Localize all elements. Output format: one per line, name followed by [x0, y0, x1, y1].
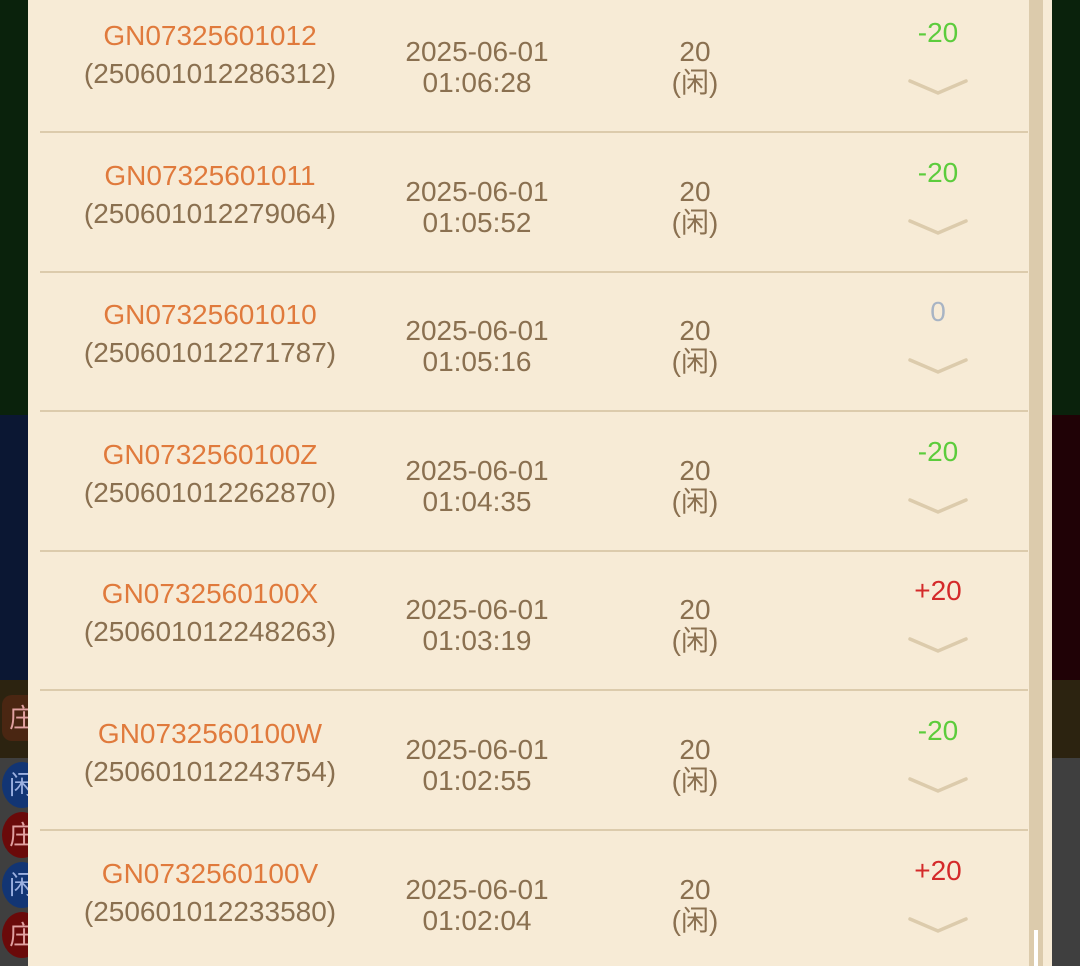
chevron-down-icon[interactable] — [908, 496, 968, 516]
result-amount: +20 — [914, 575, 962, 607]
game-code: GN07325601012 — [103, 20, 317, 51]
order-number: (250601012262870) — [83, 476, 337, 508]
bet-side: (闲) — [671, 625, 719, 657]
chevron-down-icon[interactable] — [908, 635, 968, 655]
record-id-cell: GN0732560100Z (250601012262870) — [40, 439, 380, 509]
order-number: (250601012233580) — [83, 895, 337, 927]
record-date: 2025-06-01 — [405, 36, 549, 67]
record-date: 2025-06-01 — [405, 315, 549, 347]
scrollbar-track[interactable] — [1029, 0, 1043, 966]
order-number: (250601012243754) — [83, 756, 337, 787]
record-time: 01:03:19 — [422, 625, 532, 657]
result-amount: -20 — [917, 156, 959, 188]
bet-amount: 20 — [679, 873, 711, 905]
bet-amount: 20 — [679, 594, 711, 626]
game-code: GN07325601010 — [103, 299, 317, 331]
game-code: GN0732560100Z — [102, 438, 318, 470]
bet-amount: 20 — [679, 175, 711, 207]
bet-record-row[interactable]: GN07325601012 (250601012286312) 2025-06-… — [40, 0, 1028, 133]
game-code: GN0732560100W — [97, 718, 323, 749]
bet-amount: 20 — [679, 315, 711, 347]
bet-amount-cell: 20 (闲) — [640, 874, 750, 936]
bet-history-panel: GN07325601012 (250601012286312) 2025-06-… — [28, 0, 1052, 966]
bet-side: (闲) — [671, 904, 719, 936]
chevron-down-icon[interactable] — [908, 217, 968, 237]
result-amount: -20 — [917, 435, 959, 467]
record-time-cell: 2025-06-01 01:03:19 — [340, 594, 614, 656]
background-middle-right — [1052, 415, 1080, 680]
result-amount: +20 — [914, 854, 962, 886]
record-time-cell: 2025-06-01 01:02:55 — [340, 734, 614, 796]
record-time: 01:06:28 — [422, 67, 532, 98]
order-number: (250601012279064) — [83, 197, 337, 229]
bet-amount-cell: 20 (闲) — [640, 734, 750, 796]
bet-amount: 20 — [679, 36, 711, 67]
record-time: 01:04:35 — [422, 485, 532, 517]
order-number: (250601012271787) — [83, 337, 337, 369]
chevron-down-icon[interactable] — [908, 77, 968, 97]
record-time: 01:05:16 — [422, 346, 532, 378]
record-time-cell: 2025-06-01 01:05:52 — [340, 176, 614, 238]
record-time: 01:02:04 — [422, 904, 532, 936]
bet-side: (闲) — [671, 206, 719, 238]
record-time-cell: 2025-06-01 01:05:16 — [340, 315, 614, 377]
record-time-cell: 2025-06-01 01:02:04 — [340, 874, 614, 936]
scrollbar-thumb[interactable] — [1034, 930, 1038, 966]
order-number: (250601012248263) — [83, 616, 337, 648]
record-date: 2025-06-01 — [405, 454, 549, 486]
bet-side: (闲) — [671, 765, 719, 796]
record-time: 01:05:52 — [422, 206, 532, 238]
record-date: 2025-06-01 — [405, 734, 549, 765]
record-date: 2025-06-01 — [405, 175, 549, 207]
bet-record-row[interactable]: GN0732560100Z (250601012262870) 2025-06-… — [40, 411, 1028, 552]
bet-record-row[interactable]: GN0732560100V (250601012233580) 2025-06-… — [40, 830, 1028, 966]
record-date: 2025-06-01 — [405, 594, 549, 626]
chevron-down-icon[interactable] — [908, 915, 968, 935]
bet-amount-cell: 20 (闲) — [640, 176, 750, 238]
bet-amount-cell: 20 (闲) — [640, 315, 750, 377]
result-amount: -20 — [917, 17, 959, 48]
record-id-cell: GN07325601010 (250601012271787) — [40, 299, 380, 369]
bet-side: (闲) — [671, 67, 719, 98]
bet-record-row[interactable]: GN0732560100X (250601012248263) 2025-06-… — [40, 550, 1028, 692]
bet-side: (闲) — [671, 485, 719, 517]
bet-amount: 20 — [679, 734, 711, 765]
game-code: GN0732560100X — [101, 578, 319, 610]
bet-amount-cell: 20 (闲) — [640, 594, 750, 656]
bet-record-row[interactable]: GN07325601010 (250601012271787) 2025-06-… — [40, 271, 1028, 413]
order-number: (250601012286312) — [83, 58, 337, 89]
record-date: 2025-06-01 — [405, 873, 549, 905]
bet-record-row[interactable]: GN07325601011 (250601012279064) 2025-06-… — [40, 132, 1028, 273]
record-id-cell: GN0732560100W (250601012243754) — [40, 718, 380, 788]
game-code: GN07325601011 — [104, 159, 316, 191]
result-amount: -20 — [917, 715, 959, 746]
chevron-down-icon[interactable] — [908, 356, 968, 376]
record-id-cell: GN07325601011 (250601012279064) — [40, 160, 380, 230]
bet-amount-cell: 20 (闲) — [640, 36, 750, 98]
result-amount: 0 — [930, 296, 946, 328]
record-id-cell: GN0732560100X (250601012248263) — [40, 578, 380, 648]
record-id-cell: GN0732560100V (250601012233580) — [40, 858, 380, 928]
record-time-cell: 2025-06-01 01:04:35 — [340, 455, 614, 517]
chevron-down-icon[interactable] — [908, 775, 968, 795]
bet-amount-cell: 20 (闲) — [640, 455, 750, 517]
bet-record-row[interactable]: GN0732560100W (250601012243754) 2025-06-… — [40, 690, 1028, 831]
game-code: GN0732560100V — [101, 857, 319, 889]
record-time-cell: 2025-06-01 01:06:28 — [340, 36, 614, 98]
bet-amount: 20 — [679, 454, 711, 486]
record-id-cell: GN07325601012 (250601012286312) — [40, 20, 380, 90]
record-time: 01:02:55 — [422, 765, 532, 796]
bet-side: (闲) — [671, 346, 719, 378]
